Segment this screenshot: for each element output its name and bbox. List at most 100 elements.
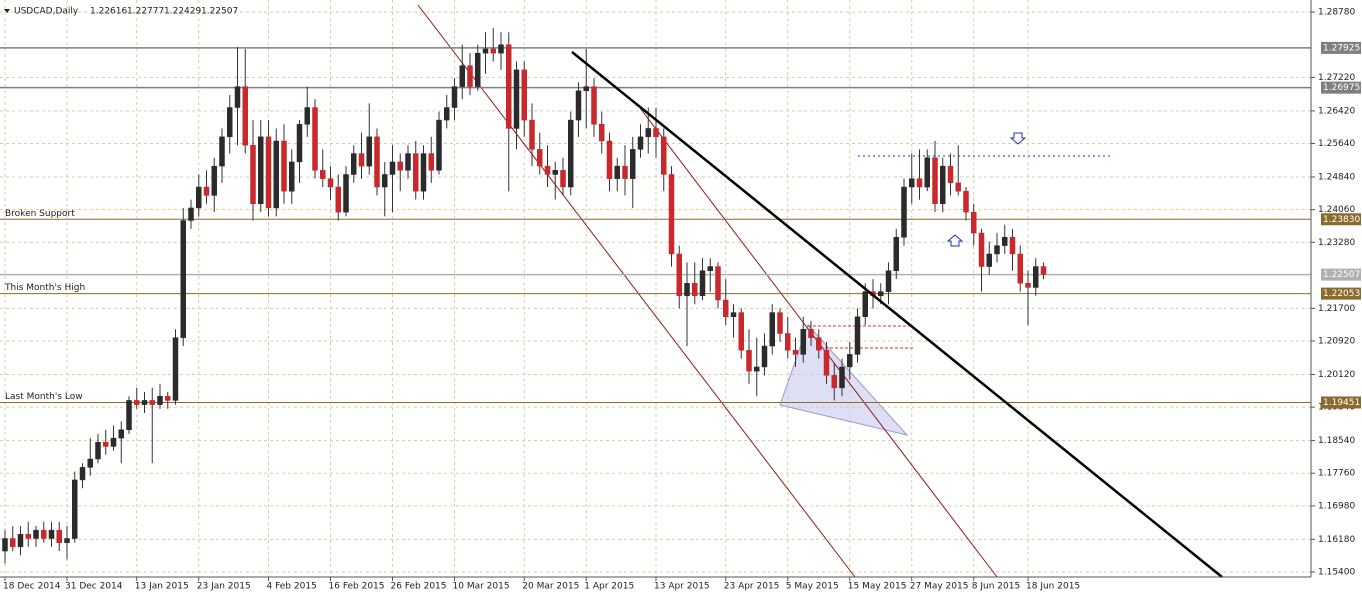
candle-body (95, 442, 101, 460)
candle-body (327, 178, 334, 188)
candle-body (823, 349, 830, 376)
candle-body (568, 119, 574, 188)
candle-body (878, 291, 884, 297)
candle-body (110, 437, 117, 447)
candle-body (273, 140, 279, 209)
candle-body (172, 337, 179, 401)
candle-body (769, 312, 775, 347)
ohlc-open: 1.22616 (90, 7, 127, 17)
x-tick-label: 18 Jun 2015 (1026, 582, 1080, 592)
candle-body (723, 299, 729, 317)
y-tick-label: 1.28780 (1318, 8, 1355, 18)
price-box (1321, 213, 1361, 226)
x-tick-label: 31 Dec 2014 (65, 582, 123, 592)
y-tick-label: 1.24840 (1318, 172, 1355, 182)
candle-body (529, 119, 535, 150)
candle-body (699, 270, 706, 297)
price-box (1321, 396, 1361, 409)
candle-body (1009, 236, 1016, 255)
y-tick-label: 1.20120 (1318, 370, 1355, 380)
candle-body (1017, 253, 1023, 284)
candle-body (397, 161, 403, 171)
candle-body (730, 312, 737, 317)
candle-body (909, 178, 915, 188)
x-tick-label: 5 May 2015 (786, 582, 839, 592)
candle-body (761, 345, 768, 368)
candle-body (792, 349, 799, 355)
candle-body (188, 207, 194, 221)
candle-body (575, 90, 582, 121)
candle-body (537, 149, 543, 167)
candle-body (366, 136, 372, 167)
candle-body (963, 190, 969, 213)
candle-body (382, 174, 388, 188)
x-tick-label: 18 Dec 2014 (3, 582, 61, 592)
level-name: This Month's High (4, 283, 85, 293)
candle-body (41, 529, 47, 539)
y-tick-label: 1.21700 (1318, 304, 1355, 314)
candle-body (676, 253, 682, 297)
x-tick-label: 8 Jun 2015 (972, 582, 1020, 592)
candle-body (25, 534, 31, 539)
candle-body (451, 86, 458, 108)
candle-body (436, 119, 442, 171)
x-tick-label: 23 Apr 2015 (724, 582, 780, 592)
x-tick-label: 10 Mar 2015 (453, 582, 510, 592)
candle-body (312, 107, 318, 171)
candle-body (482, 48, 489, 54)
candle-body (591, 86, 597, 125)
price-box (1321, 41, 1361, 54)
x-tick-label: 13 Jan 2015 (135, 582, 189, 592)
candle-body (149, 400, 155, 405)
candle-body (413, 153, 419, 192)
candle-body (389, 161, 396, 175)
grid (0, 0, 1311, 577)
candle-body (847, 354, 853, 368)
y-tick-label: 1.16180 (1318, 535, 1355, 545)
candle-body (165, 395, 171, 401)
candle-body (599, 124, 605, 142)
x-tick-label: 26 Feb 2015 (391, 582, 447, 592)
candle-body (645, 128, 651, 138)
candle-body (289, 161, 295, 192)
candle-body (955, 182, 961, 192)
candle-body (513, 69, 520, 129)
candle-body (196, 186, 202, 209)
y-tick-label: 1.23280 (1318, 238, 1355, 248)
price-box-label: 1.22507 (1323, 270, 1360, 280)
candle-body (932, 157, 938, 205)
x-tick-label: 23 Jan 2015 (197, 582, 251, 592)
candle-body (560, 170, 566, 188)
candle-body (947, 165, 954, 184)
y-tick-label: 1.24060 (1318, 205, 1355, 215)
x-tick-label: 15 May 2015 (848, 582, 907, 592)
candle-body (785, 333, 791, 351)
x-tick-label: 20 Mar 2015 (522, 582, 579, 592)
candle-body (428, 153, 434, 171)
candle-body (141, 400, 148, 405)
candle-body (800, 329, 806, 355)
price-box (1321, 81, 1361, 94)
candle-body (715, 266, 721, 301)
candle-body (777, 312, 783, 334)
candle-body (211, 165, 217, 196)
candle-body (296, 124, 303, 163)
candle-body (653, 128, 659, 138)
candle-body (692, 283, 698, 297)
candle-body (521, 69, 527, 121)
candle-body (940, 165, 946, 205)
candle-body (304, 107, 310, 125)
candles (2, 28, 1047, 564)
candle-body (544, 165, 551, 175)
candle-body (552, 170, 558, 175)
candle-body (374, 136, 380, 188)
candle-body (335, 186, 341, 213)
y-tick-label: 1.26420 (1318, 106, 1355, 116)
candle-body (281, 140, 287, 192)
candle-body (862, 291, 868, 317)
candle-body (971, 211, 977, 234)
candle-body (614, 165, 620, 179)
candle-body (630, 149, 636, 179)
